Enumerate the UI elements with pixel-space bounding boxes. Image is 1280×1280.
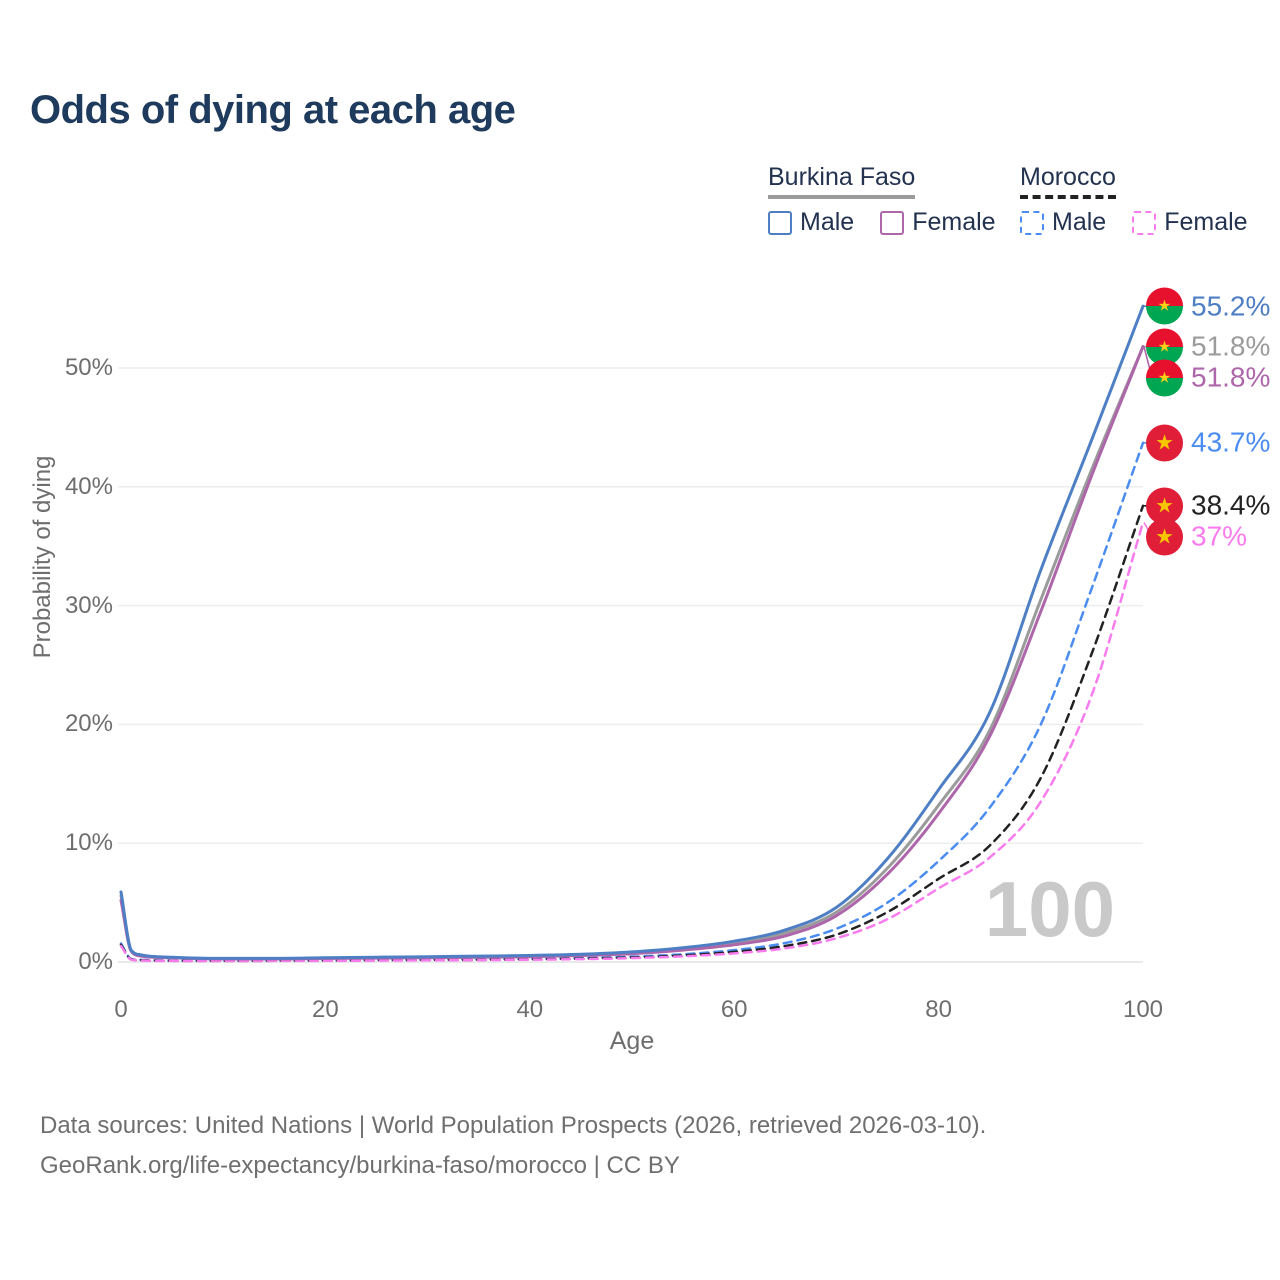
endpoint-value: 38.4% (1191, 489, 1271, 521)
flag-icon-burkina-faso: ★ (1146, 328, 1183, 366)
legend-item-label: Female (912, 208, 996, 236)
footer-line-2: GeoRank.org/life-expectancy/burkina-faso… (40, 1152, 680, 1179)
legend-item-burkina-faso-male[interactable]: Male (768, 208, 854, 237)
legend-item-label: Male (800, 208, 855, 236)
legend-checkbox[interactable] (1132, 210, 1157, 235)
endpoint-label: ★ 38.4% (1146, 487, 1271, 525)
endpoint-value: 55.2% (1191, 290, 1271, 322)
x-tick-label: 100 (1122, 996, 1164, 1023)
page-title: Odds of dying at each age (30, 88, 516, 132)
legend-country-label[interactable]: Morocco (1020, 163, 1116, 199)
legend-item-label: Female (1164, 208, 1248, 236)
endpoint-label: ★ 55.2% (1146, 287, 1271, 325)
age-watermark: 100 (984, 865, 1115, 953)
legend-items-row: Male Female (1020, 208, 1248, 237)
y-tick-label: 50% (64, 354, 113, 381)
legend-checkbox[interactable] (1020, 210, 1044, 235)
y-tick-label: 20% (64, 710, 113, 738)
flag-star-icon: ★ (1155, 494, 1174, 518)
endpoint-label: ★ 51.8% (1146, 359, 1271, 397)
legend-checkbox[interactable] (768, 210, 792, 235)
legend-country-label[interactable]: Burkina Faso (768, 163, 916, 199)
series-line-morocco-female (119, 521, 1145, 963)
legend-items-row: Male Female (768, 208, 996, 237)
legend-item-morocco-male[interactable]: Male (1020, 208, 1106, 237)
flag-star-icon: ★ (1157, 297, 1172, 315)
endpoint-label: ★ 37% (1146, 518, 1248, 556)
endpoint-label: ★ 43.7% (1146, 424, 1271, 462)
x-tick-label: 80 (925, 996, 952, 1023)
flag-icon-morocco: ★ (1146, 487, 1183, 525)
x-tick-label: 20 (312, 996, 339, 1023)
y-tick-label: 0% (78, 948, 113, 975)
flag-icon-burkina-faso: ★ (1146, 359, 1183, 397)
flag-icon-morocco: ★ (1146, 518, 1183, 556)
legend-group-burkina-faso: Burkina Faso Male Female (768, 163, 996, 237)
footer-line-1: Data sources: United Nations | World Pop… (40, 1112, 987, 1139)
legend-item-label: Male (1052, 208, 1107, 236)
y-tick-label: 40% (64, 472, 113, 500)
legend-item-morocco-female[interactable]: Female (1132, 208, 1248, 237)
y-tick-label: 10% (64, 829, 113, 857)
y-tick-label: 30% (64, 591, 113, 619)
flag-star-icon: ★ (1155, 431, 1174, 455)
flag-star-icon: ★ (1157, 338, 1172, 356)
x-axis-title: Age (609, 1027, 655, 1055)
y-axis-title: Probability of dying (29, 455, 56, 659)
endpoint-value: 51.8% (1191, 330, 1271, 362)
flag-icon-burkina-faso: ★ (1146, 287, 1183, 325)
flag-star-icon: ★ (1157, 369, 1172, 387)
x-tick-label: 60 (720, 996, 748, 1023)
flag-star-icon: ★ (1155, 525, 1174, 549)
endpoint-value: 51.8% (1191, 361, 1271, 393)
endpoint-label: ★ 51.8% (1146, 328, 1271, 366)
x-tick-label: 0 (114, 996, 128, 1023)
series-line-burkina-faso-male (119, 304, 1145, 960)
x-tick-label: 40 (516, 996, 544, 1023)
legend-item-burkina-faso-female[interactable]: Female (880, 208, 996, 237)
endpoint-value: 43.7% (1191, 426, 1271, 458)
endpoint-value: 37% (1191, 520, 1248, 552)
legend-checkbox[interactable] (880, 210, 905, 235)
footer: Data sources: United Nations | World Pop… (40, 1106, 986, 1186)
flag-icon-morocco: ★ (1146, 424, 1183, 462)
legend-group-morocco: Morocco Male Female (1020, 163, 1248, 237)
